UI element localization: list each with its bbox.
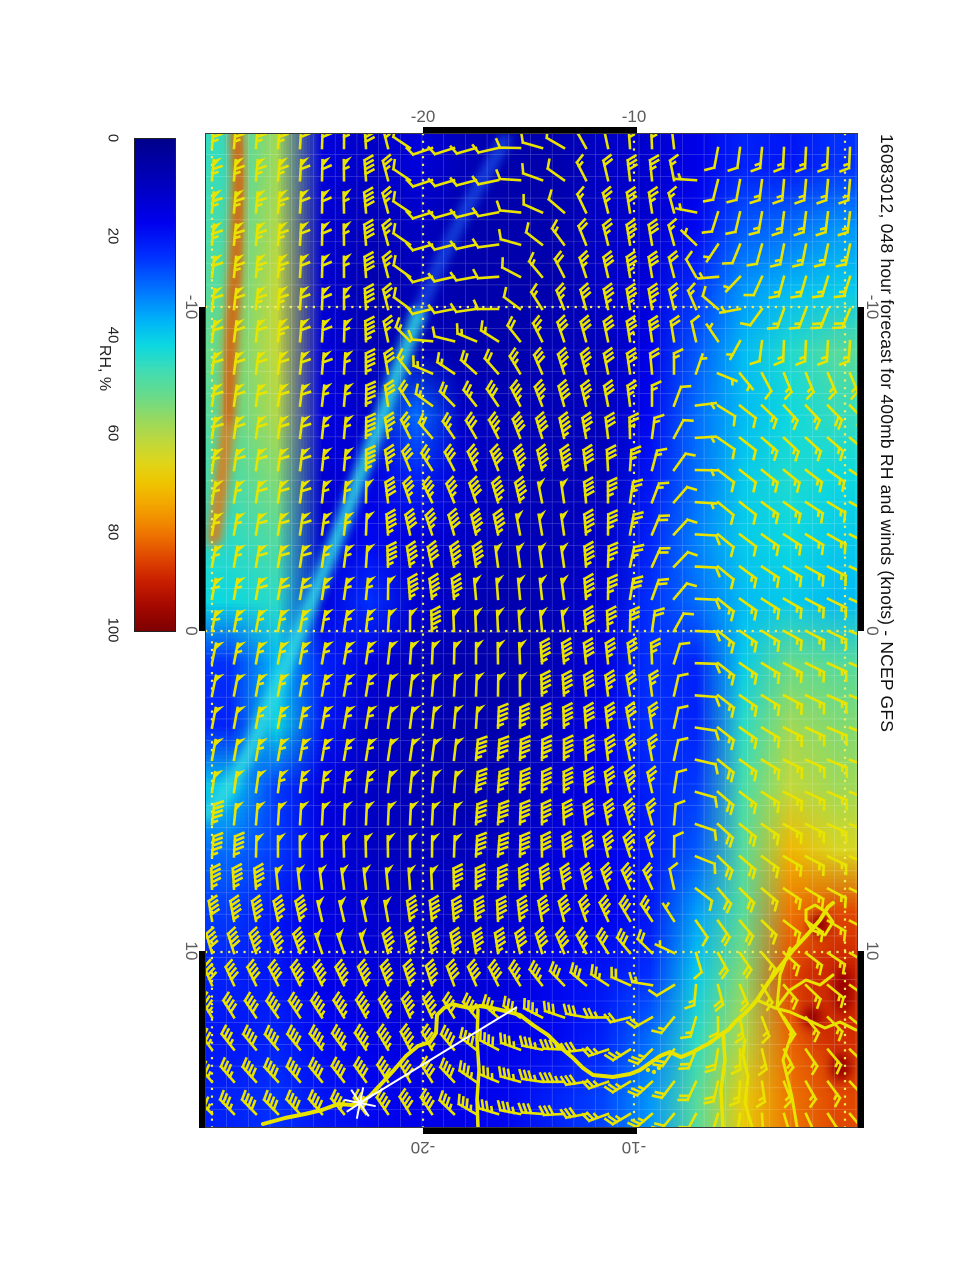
colorbar-tick-label: 40 [104, 326, 122, 344]
island-dot [645, 1067, 651, 1073]
frame-black-segment [858, 951, 864, 1128]
axis-tick-bottom: -20 [410, 1138, 436, 1157]
axis-tick-left: 0 [182, 626, 201, 636]
frame-black-segment [199, 307, 205, 631]
colorbar-tick-label: 20 [104, 228, 122, 245]
wind-barb-staffs [205, 133, 858, 1128]
map-frame [205, 133, 858, 1128]
colorbar-tick-label: 60 [104, 424, 122, 442]
star-marker [344, 1006, 518, 1119]
country-border [741, 1038, 754, 1128]
axis-tick-left: 10 [182, 941, 201, 961]
major-graticule-dotted [205, 133, 858, 1128]
rh-band-cyan [205, 308, 425, 822]
colorbar-tick-label: 100 [104, 617, 122, 643]
rh-band-lightblue [412, 134, 511, 321]
country-border [804, 903, 835, 937]
island-dot [651, 1069, 657, 1075]
rh-red-core [802, 1007, 822, 1027]
axis-tick-bottom: -10 [621, 1138, 647, 1157]
colorbar-tick-label: 0 [104, 133, 122, 143]
coastline [261, 901, 835, 1126]
rh-red-core [834, 966, 852, 1014]
plot-title: 16083012, 048 hour forecast for 400mb RH… [877, 134, 897, 733]
colorbar [134, 138, 176, 632]
island-dot [656, 1065, 662, 1071]
frame-black-segment [199, 951, 205, 1128]
frame-black-segment [423, 1128, 637, 1134]
frame-black-segment [423, 127, 637, 133]
country-border [775, 973, 835, 1009]
colorbar-tick-label: 80 [104, 523, 122, 540]
axis-tick-top: -20 [410, 107, 436, 126]
country-border [755, 998, 858, 1032]
map-layers [205, 133, 858, 1128]
colorbar-label: RH, % [96, 344, 113, 392]
river [719, 1031, 727, 1128]
axis-tick-top: -10 [621, 107, 647, 126]
river [475, 1008, 481, 1128]
axis-tick-left: -10 [182, 294, 201, 320]
frame-black-segment [858, 307, 864, 631]
country-border [775, 946, 799, 1128]
